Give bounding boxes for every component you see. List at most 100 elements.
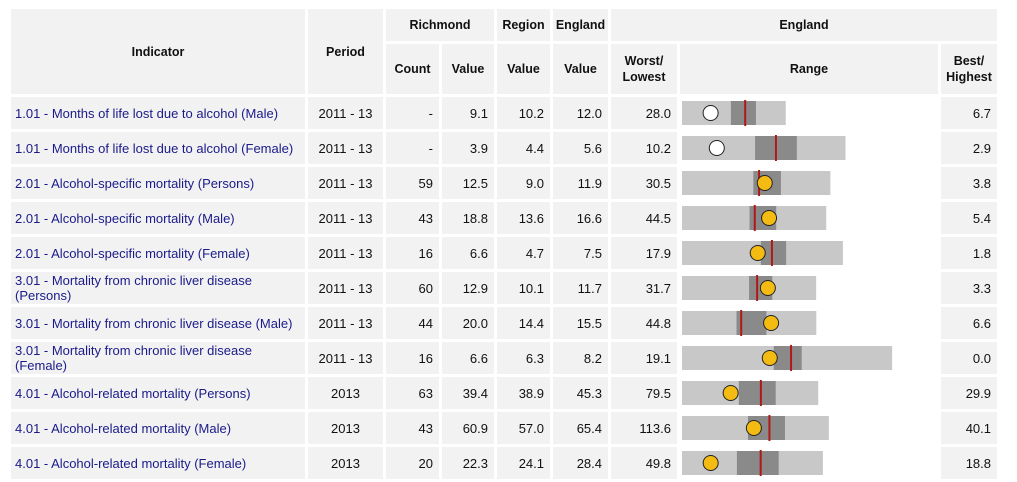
local-value-marker (702, 105, 719, 121)
indicator-link[interactable]: 2.01 - Alcohol-specific mortality (Femal… (11, 237, 305, 269)
england-average-line (744, 100, 747, 126)
worst-lowest-cell: 44.8 (611, 307, 677, 339)
worst-lowest-cell: 19.1 (611, 342, 677, 374)
best-highest-cell: 5.4 (941, 202, 997, 234)
indicator-table-body: 1.01 - Months of life lost due to alcoho… (11, 97, 997, 479)
indicator-link[interactable]: 3.01 - Mortality from chronic liver dise… (11, 307, 305, 339)
range-spine-chart (680, 412, 938, 444)
england-average-line (740, 310, 743, 336)
best-highest-cell: 1.8 (941, 237, 997, 269)
count-cell: 44 (386, 307, 439, 339)
table-row: 4.01 - Alcohol-related mortality (Female… (11, 447, 997, 479)
indicator-link[interactable]: 3.01 - Mortality from chronic liver dise… (11, 272, 305, 304)
england-average-line (756, 275, 759, 301)
range-spine-chart (680, 202, 938, 234)
indicator-link[interactable]: 2.01 - Alcohol-specific mortality (Male) (11, 202, 305, 234)
spine-chart-svg (682, 415, 829, 441)
region-value-cell: 13.6 (497, 202, 550, 234)
header-england-range-group: England (611, 9, 997, 41)
worst-lowest-cell: 10.2 (611, 132, 677, 164)
spine-chart-svg (682, 345, 893, 371)
england-average-line (790, 345, 793, 371)
value-cell: 18.8 (442, 202, 494, 234)
period-cell: 2011 - 13 (308, 97, 383, 129)
table-row: 1.01 - Months of life lost due to alcoho… (11, 132, 997, 164)
count-cell: 43 (386, 202, 439, 234)
indicator-link[interactable]: 4.01 - Alcohol-related mortality (Male) (11, 412, 305, 444)
worst-lowest-cell: 44.5 (611, 202, 677, 234)
period-cell: 2013 (308, 377, 383, 409)
count-cell: 63 (386, 377, 439, 409)
count-cell: 59 (386, 167, 439, 199)
england-value-cell: 11.9 (553, 167, 608, 199)
region-value-cell: 38.9 (497, 377, 550, 409)
range-bar-outer (682, 276, 817, 300)
worst-lowest-cell: 49.8 (611, 447, 677, 479)
spine-chart-svg (682, 380, 819, 406)
spine-chart-svg (682, 275, 817, 301)
table-row: 2.01 - Alcohol-specific mortality (Perso… (11, 167, 997, 199)
england-average-line (768, 415, 771, 441)
header-england-value: Value (553, 44, 608, 94)
indicator-link[interactable]: 3.01 - Mortality from chronic liver dise… (11, 342, 305, 374)
value-cell: 20.0 (442, 307, 494, 339)
value-cell: 39.4 (442, 377, 494, 409)
region-value-cell: 24.1 (497, 447, 550, 479)
count-cell: 20 (386, 447, 439, 479)
header-best-highest: Best/ Highest (941, 44, 997, 94)
indicator-link[interactable]: 1.01 - Months of life lost due to alcoho… (11, 97, 305, 129)
best-highest-cell: 6.7 (941, 97, 997, 129)
england-average-line (759, 450, 762, 476)
indicator-link[interactable]: 2.01 - Alcohol-specific mortality (Perso… (11, 167, 305, 199)
count-cell: 16 (386, 342, 439, 374)
worst-lowest-cell: 31.7 (611, 272, 677, 304)
range-spine-chart (680, 97, 938, 129)
range-bar-interquartile (738, 381, 776, 405)
england-value-cell: 65.4 (553, 412, 608, 444)
count-cell: - (386, 97, 439, 129)
local-value-marker (722, 385, 739, 401)
worst-lowest-cell: 79.5 (611, 377, 677, 409)
indicator-table-container: Indicator Period Richmond Region England… (8, 6, 1000, 482)
value-cell: 12.9 (442, 272, 494, 304)
value-cell: 6.6 (442, 342, 494, 374)
header-region-value: Value (497, 44, 550, 94)
period-cell: 2011 - 13 (308, 272, 383, 304)
region-value-cell: 14.4 (497, 307, 550, 339)
period-cell: 2011 - 13 (308, 167, 383, 199)
best-highest-cell: 0.0 (941, 342, 997, 374)
best-highest-cell: 29.9 (941, 377, 997, 409)
spine-chart-svg (682, 170, 831, 196)
england-value-cell: 12.0 (553, 97, 608, 129)
local-value-marker (761, 210, 778, 226)
header-range: Range (680, 44, 938, 94)
header-indicator: Indicator (11, 9, 305, 94)
spine-chart-svg (682, 240, 843, 266)
england-value-cell: 11.7 (553, 272, 608, 304)
best-highest-cell: 3.3 (941, 272, 997, 304)
count-cell: - (386, 132, 439, 164)
england-value-cell: 8.2 (553, 342, 608, 374)
spine-chart-svg (682, 205, 827, 231)
count-cell: 60 (386, 272, 439, 304)
header-region: Region (497, 9, 550, 41)
indicator-link[interactable]: 1.01 - Months of life lost due to alcoho… (11, 132, 305, 164)
value-cell: 60.9 (442, 412, 494, 444)
region-value-cell: 10.2 (497, 97, 550, 129)
period-cell: 2011 - 13 (308, 132, 383, 164)
indicator-link[interactable]: 4.01 - Alcohol-related mortality (Female… (11, 447, 305, 479)
best-highest-cell: 3.8 (941, 167, 997, 199)
period-cell: 2011 - 13 (308, 237, 383, 269)
local-value-marker (745, 420, 762, 436)
header-england: England (553, 9, 608, 41)
indicator-link[interactable]: 4.01 - Alcohol-related mortality (Person… (11, 377, 305, 409)
spine-chart-svg (682, 135, 846, 161)
period-cell: 2011 - 13 (308, 307, 383, 339)
period-cell: 2011 - 13 (308, 202, 383, 234)
value-cell: 22.3 (442, 447, 494, 479)
range-spine-chart (680, 167, 938, 199)
table-row: 3.01 - Mortality from chronic liver dise… (11, 307, 997, 339)
local-value-marker (708, 140, 725, 156)
best-highest-cell: 6.6 (941, 307, 997, 339)
table-row: 4.01 - Alcohol-related mortality (Person… (11, 377, 997, 409)
